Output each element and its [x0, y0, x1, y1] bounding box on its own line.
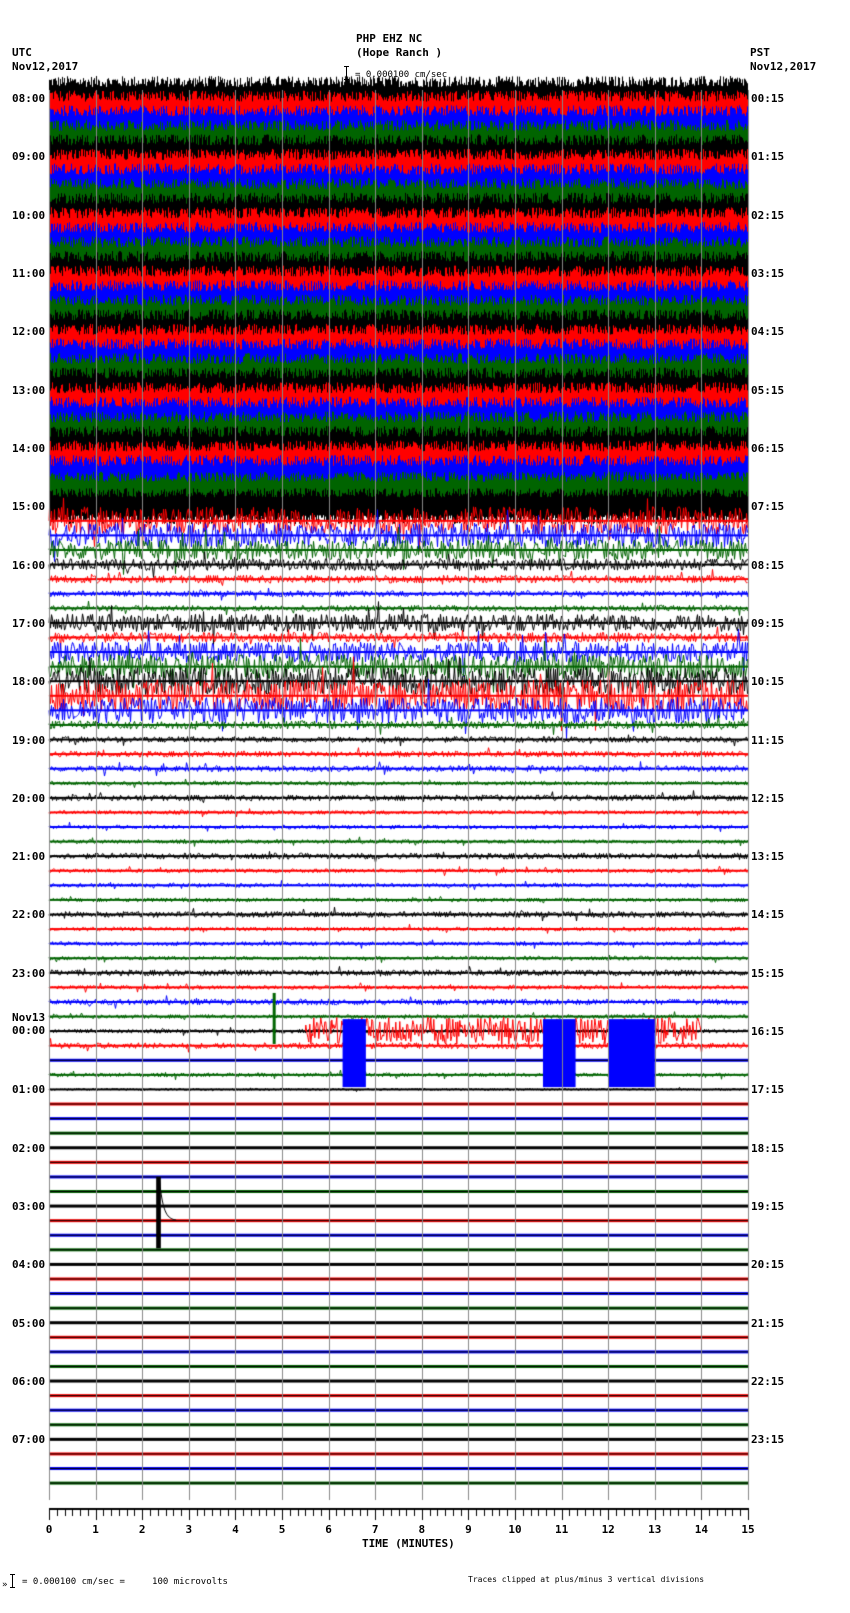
x-tick-label: 14: [694, 1523, 709, 1536]
clip-note: Traces clipped at plus/minus 3 vertical …: [468, 1575, 705, 1584]
footer-scale-bar-icon: [10, 1574, 18, 1588]
pst-label: 15:15: [751, 966, 785, 980]
x-tick-label: 3: [185, 1523, 193, 1536]
pst-label: 10:15: [751, 675, 785, 689]
utc-label: 01:00: [12, 1083, 46, 1097]
pst-label: 12:15: [751, 791, 785, 805]
utc-label: 21:00: [12, 850, 46, 864]
utc-label: 19:00: [12, 733, 46, 747]
x-tick-label: 0: [45, 1523, 53, 1536]
pst-label: 13:15: [751, 850, 785, 864]
utc-label: 09:00: [12, 150, 46, 164]
pst-label: 01:15: [751, 150, 785, 164]
utc-label: 12:00: [12, 325, 46, 339]
utc-label: Nov13 00:00: [12, 1011, 46, 1038]
pst-label: 04:15: [751, 325, 785, 339]
x-tick-label: 4: [232, 1523, 239, 1536]
utc-label: 23:00: [12, 966, 46, 980]
utc-label: 14:00: [12, 441, 46, 455]
x-tick-label: 9: [465, 1523, 472, 1536]
pst-label: 02:15: [751, 208, 785, 222]
utc-label: 06:00: [12, 1375, 46, 1389]
station-location: (Hope Ranch ): [356, 46, 443, 59]
utc-label: 17:00: [12, 616, 46, 630]
pst-label: 08:15: [751, 558, 785, 572]
pst-label: 19:15: [751, 1200, 785, 1214]
pst-label: 22:15: [751, 1375, 785, 1389]
pst-label: 07:15: [751, 500, 785, 514]
pst-label: 17:15: [751, 1083, 785, 1097]
x-tick-label: 6: [325, 1523, 332, 1536]
x-tick-label: 15: [741, 1523, 755, 1536]
left-date: Nov12,2017: [12, 60, 79, 73]
pst-label: 09:15: [751, 616, 785, 630]
x-tick-label: 5: [278, 1523, 286, 1536]
x-tick-label: 12: [601, 1523, 615, 1536]
utc-label: 03:00: [12, 1200, 46, 1214]
utc-label: 05:00: [12, 1316, 46, 1330]
utc-label: 16:00: [12, 558, 46, 572]
pst-label: 00:15: [751, 92, 785, 105]
pst-label: 18:15: [751, 1141, 785, 1155]
header-scale-text: = 0.000100 cm/sec: [355, 70, 448, 80]
pst-label: 06:15: [751, 441, 785, 455]
x-tick-label: 11: [554, 1523, 569, 1536]
utc-label: 20:00: [12, 791, 46, 805]
pst-label: 21:15: [751, 1316, 785, 1330]
right-date: Nov12,2017: [750, 60, 817, 73]
pst-label: 11:15: [751, 733, 785, 747]
x-tick-label: 7: [371, 1523, 379, 1536]
pst-label: 20:15: [751, 1258, 785, 1272]
right-timezone: PST: [750, 46, 770, 59]
pst-label: 05:15: [751, 383, 785, 397]
utc-label: 10:00: [12, 208, 46, 222]
x-tick-label: 13: [648, 1523, 662, 1536]
station-title: PHP EHZ NC: [356, 32, 423, 45]
pst-label: 14:15: [751, 908, 785, 922]
utc-label: 11:00: [12, 266, 46, 280]
x-tick-label: 1: [92, 1523, 99, 1536]
utc-label: 15:00: [12, 500, 46, 514]
utc-label: 22:00: [12, 908, 46, 922]
scale-bar-icon: [344, 66, 352, 80]
x-tick-label: 10: [508, 1523, 522, 1536]
pst-label: 16:15: [751, 1025, 785, 1039]
utc-label: 07:00: [12, 1433, 46, 1447]
x-tick-label: 8: [418, 1523, 426, 1536]
left-timezone: UTC: [12, 46, 32, 59]
pst-label: 23:15: [751, 1433, 785, 1447]
utc-label: 08:00: [12, 92, 46, 105]
footer-scale-text: = 0.000100 cm/sec = 100 microvolts: [22, 1577, 228, 1587]
x-axis-title: TIME (MINUTES): [362, 1537, 455, 1550]
x-tick-label: 2: [138, 1523, 146, 1536]
utc-label: 13:00: [12, 383, 46, 397]
footer-marker: »: [2, 1580, 8, 1590]
utc-label: 04:00: [12, 1258, 46, 1272]
utc-label: 18:00: [12, 675, 46, 689]
pst-label: 03:15: [751, 266, 785, 280]
utc-label: 02:00: [12, 1141, 46, 1155]
